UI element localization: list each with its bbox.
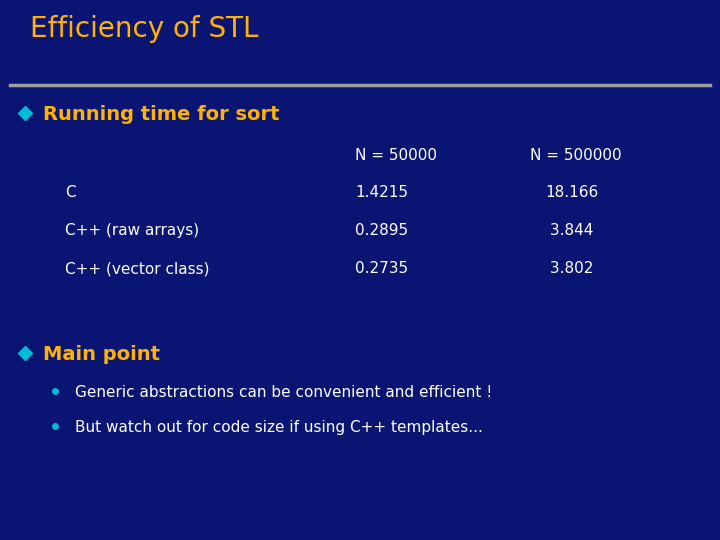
Text: C: C bbox=[65, 185, 76, 200]
Text: 0.2735: 0.2735 bbox=[355, 261, 408, 276]
Text: 0.2895: 0.2895 bbox=[355, 223, 408, 238]
Text: C++ (vector class): C++ (vector class) bbox=[65, 261, 210, 276]
Text: 1.4215: 1.4215 bbox=[355, 185, 408, 200]
Text: N = 500000: N = 500000 bbox=[530, 148, 621, 163]
Text: 3.844: 3.844 bbox=[545, 223, 593, 238]
Text: Efficiency of STL: Efficiency of STL bbox=[30, 15, 258, 43]
Text: C++ (raw arrays): C++ (raw arrays) bbox=[65, 223, 199, 238]
Text: But watch out for code size if using C++ templates...: But watch out for code size if using C++… bbox=[75, 420, 483, 435]
Text: Running time for sort: Running time for sort bbox=[43, 105, 279, 124]
Text: N = 50000: N = 50000 bbox=[355, 148, 437, 163]
Text: 18.166: 18.166 bbox=[545, 185, 598, 200]
Text: 3.802: 3.802 bbox=[545, 261, 593, 276]
Text: Generic abstractions can be convenient and efficient !: Generic abstractions can be convenient a… bbox=[75, 385, 492, 400]
Text: Main point: Main point bbox=[43, 345, 160, 364]
